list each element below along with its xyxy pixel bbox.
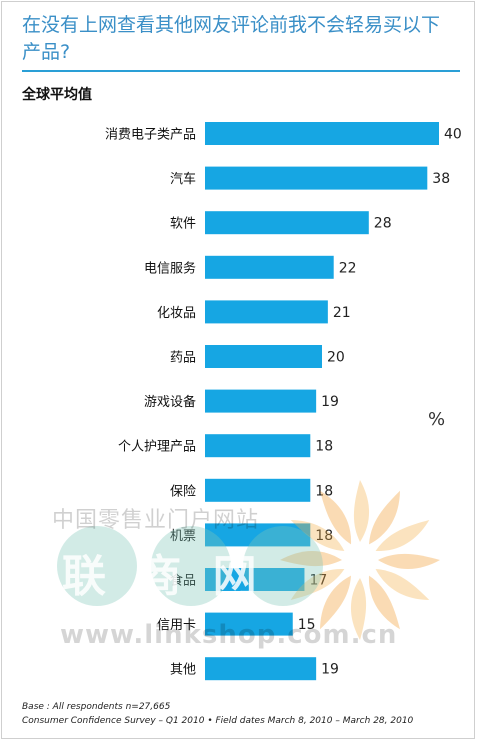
bar <box>205 478 311 502</box>
category-label: 汽车 <box>170 171 196 187</box>
category-label: 信用卡 <box>157 618 196 633</box>
category-label: 个人护理产品 <box>118 440 196 455</box>
bar <box>205 612 293 636</box>
bar <box>205 122 439 145</box>
chart-subtitle: 全球平均值 <box>22 87 92 103</box>
unit-label: % <box>428 409 445 430</box>
value-label: 18 <box>315 528 333 544</box>
footnote-survey: Consumer Confidence Survey – Q1 2010 • F… <box>22 716 414 726</box>
category-label: 保险 <box>170 484 196 499</box>
value-label: 40 <box>444 127 462 143</box>
value-label: 15 <box>298 617 316 633</box>
bar <box>205 389 317 413</box>
bar <box>205 166 428 190</box>
category-label: 游戏设备 <box>144 394 196 410</box>
value-label: 18 <box>315 439 333 455</box>
value-label: 28 <box>374 216 392 232</box>
bar <box>205 434 311 458</box>
bar <box>205 255 334 279</box>
category-label: 软件 <box>170 217 196 232</box>
value-label: 19 <box>321 394 339 410</box>
bar <box>205 211 369 235</box>
bar <box>205 345 322 368</box>
value-label: 19 <box>321 662 339 678</box>
category-label: 化妆品 <box>157 306 196 321</box>
value-label: 22 <box>339 260 357 276</box>
bar <box>205 568 305 591</box>
bar <box>205 523 311 547</box>
value-label: 17 <box>309 573 327 589</box>
title-rule <box>22 70 460 72</box>
category-label: 其他 <box>170 663 196 678</box>
value-label: 20 <box>327 350 345 366</box>
category-label: 食品 <box>170 573 196 589</box>
bar <box>205 300 328 324</box>
value-label: 21 <box>333 305 351 321</box>
chart-title: 在没有上网查看其他网友评论前我不会轻易买以下产品? <box>22 14 441 63</box>
bar <box>205 657 317 681</box>
category-label: 消费电子类产品 <box>105 128 196 143</box>
category-label: 电信服务 <box>144 260 196 276</box>
value-label: 38 <box>432 171 450 187</box>
category-label: 药品 <box>170 351 196 366</box>
category-label: 机票 <box>170 529 196 544</box>
footnote-base: Base : All respondents n=27,665 <box>22 702 171 712</box>
value-label: 18 <box>315 483 333 499</box>
